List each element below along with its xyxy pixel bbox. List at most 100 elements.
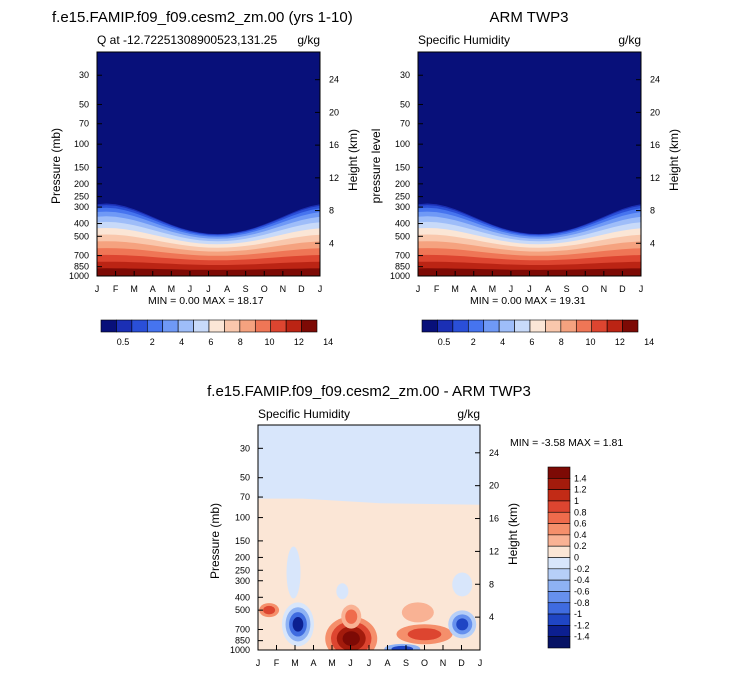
x-tick-label: A <box>310 658 316 668</box>
x-tick-label: S <box>243 284 249 294</box>
height-tick-label: 4 <box>329 238 334 248</box>
y-tick-label: 400 <box>235 592 250 602</box>
panel-model-title: f.e15.FAMIP.f09_f09.cesm2_zm.00 (yrs 1-1… <box>52 9 353 26</box>
colorbar-swatch <box>239 319 256 333</box>
colorbar-swatch <box>116 319 133 333</box>
difference-region <box>456 618 469 631</box>
panel-model-stats: MIN = 0.00 MAX = 18.17 <box>148 295 264 307</box>
x-tick-label: D <box>458 658 465 668</box>
panel-model: f.e15.FAMIP.f09_f09.cesm2_zm.00 (yrs 1-1… <box>49 9 360 347</box>
x-tick-label: J <box>639 284 644 294</box>
colorbar-label: 8 <box>559 337 564 347</box>
x-tick-label: M <box>130 284 138 294</box>
x-tick-label: N <box>280 284 287 294</box>
colorbar-swatch <box>547 591 571 604</box>
y-tick-label: 1000 <box>230 645 250 655</box>
x-tick-label: M <box>451 284 459 294</box>
x-tick-label: N <box>440 658 447 668</box>
panel-obs-left-label: Specific Humidity <box>418 33 510 47</box>
colorbar-swatch <box>547 557 571 570</box>
colorbar-label: 12 <box>294 337 304 347</box>
x-tick-label: F <box>434 284 440 294</box>
colorbar-label: 14 <box>644 337 654 347</box>
y-tick-label: 700 <box>395 251 410 261</box>
colorbar-label: 1.4 <box>574 473 587 483</box>
x-tick-label: S <box>403 658 409 668</box>
colorbar-label: 12 <box>615 337 625 347</box>
colorbar-label: 0.8 <box>574 507 587 517</box>
height-tick-label: 16 <box>650 140 660 150</box>
difference-region <box>263 605 276 615</box>
y-tick-label: 70 <box>400 119 410 129</box>
colorbar-label: 0 <box>574 553 579 563</box>
colorbar-label: 0.2 <box>574 541 587 551</box>
colorbar-label: 1 <box>574 496 579 506</box>
colorbar-swatch <box>467 319 485 333</box>
colorbar-swatch <box>452 319 469 333</box>
colorbar-swatch <box>437 319 454 333</box>
x-tick-label: O <box>421 658 428 668</box>
colorbar-swatch <box>421 319 438 333</box>
panel-diff-left-label: Specific Humidity <box>258 407 350 421</box>
y-tick-label: 150 <box>235 536 250 546</box>
y-tick-label: 200 <box>74 179 89 189</box>
x-tick-label: J <box>318 284 323 294</box>
y-tick-label: 250 <box>74 192 89 202</box>
difference-region <box>391 645 414 650</box>
y-tick-label: 150 <box>74 162 89 172</box>
height-tick-label: 20 <box>329 107 339 117</box>
colorbar-swatch <box>547 523 571 536</box>
colorbar-label: 4 <box>500 337 505 347</box>
colorbar-label: -1 <box>574 609 582 619</box>
difference-region <box>258 425 480 505</box>
height-tick-label: 16 <box>329 140 339 150</box>
x-tick-label: A <box>224 284 230 294</box>
panel-diff-ylabel: Pressure (mb) <box>208 503 222 579</box>
y-tick-label: 300 <box>235 576 250 586</box>
height-tick-label: 4 <box>650 238 655 248</box>
colorbar-swatch <box>547 613 571 626</box>
panel-model-colorbar: 0.5 2 4 6 8 10 12 14 <box>100 319 333 347</box>
x-tick-label: D <box>619 284 626 294</box>
colorbar-label: -1.2 <box>574 620 590 630</box>
y-tick-label: 30 <box>79 70 89 80</box>
y-tick-label: 700 <box>74 251 89 261</box>
colorbar-label: 1.2 <box>574 485 587 495</box>
y-tick-label: 1000 <box>390 271 410 281</box>
height-tick-label: 20 <box>489 481 499 491</box>
panel-model-units: g/kg <box>297 33 320 47</box>
y-tick-label: 250 <box>395 192 410 202</box>
x-tick-label: J <box>478 658 483 668</box>
difference-region <box>292 616 304 632</box>
x-tick-label: J <box>348 658 353 668</box>
colorbar-label: -0.2 <box>574 564 590 574</box>
colorbar-label: 14 <box>323 337 333 347</box>
y-tick-label: 850 <box>235 636 250 646</box>
x-tick-label: J <box>95 284 100 294</box>
colorbar-swatch <box>547 500 571 513</box>
x-tick-label: J <box>188 284 193 294</box>
panel-model-ylabel-right: Height (km) <box>346 129 360 191</box>
colorbar-swatch <box>547 478 571 490</box>
y-tick-label: 200 <box>235 552 250 562</box>
colorbar-swatch <box>575 319 593 333</box>
panel-obs: ARM TWP3 Specific Humidity g/kg 30 50 70 10… <box>369 9 681 347</box>
colorbar-swatch <box>547 534 571 547</box>
y-tick-label: 100 <box>74 139 89 149</box>
x-tick-label: J <box>416 284 421 294</box>
x-tick-label: J <box>206 284 211 294</box>
x-tick-label: O <box>582 284 589 294</box>
height-tick-label: 4 <box>489 612 494 622</box>
x-tick-label: M <box>489 284 497 294</box>
colorbar-swatch <box>591 319 608 333</box>
panel-model-ylabel: Pressure (mb) <box>49 128 63 204</box>
height-tick-label: 8 <box>489 579 494 589</box>
colorbar-label: 2 <box>471 337 476 347</box>
y-tick-label: 500 <box>395 231 410 241</box>
colorbar-swatch <box>545 319 562 333</box>
x-tick-label: A <box>545 284 551 294</box>
